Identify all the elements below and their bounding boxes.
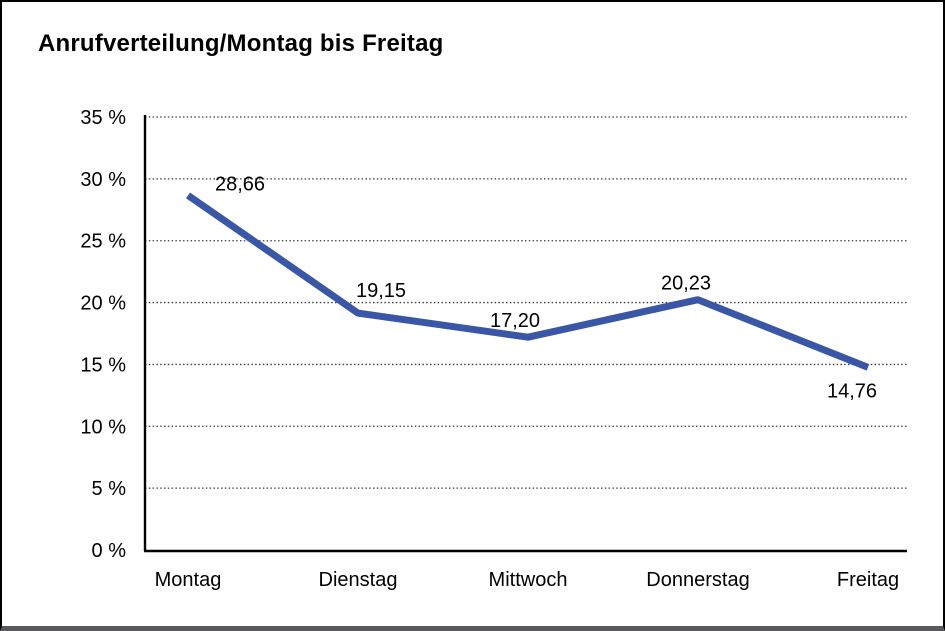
x-axis-label: Montag — [155, 569, 222, 591]
data-point-label: 14,76 — [827, 380, 877, 402]
y-tick-label: 10 % — [80, 416, 126, 438]
y-tick-label: 0 % — [92, 540, 127, 562]
x-axis-label: Mittwoch — [489, 569, 568, 591]
data-point-label: 20,23 — [661, 273, 711, 295]
y-tick-label: 30 % — [80, 169, 126, 191]
data-point-label: 17,20 — [490, 310, 540, 332]
y-tick-label: 25 % — [80, 231, 126, 253]
x-axis-label: Donnerstag — [646, 569, 749, 591]
data-line-series — [186, 192, 870, 371]
y-tick-label: 15 % — [80, 354, 126, 376]
y-tick-label: 35 % — [80, 107, 126, 129]
y-tick-label: 5 % — [92, 478, 127, 500]
x-axis-label: Freitag — [837, 569, 899, 591]
x-axis-label: Dienstag — [319, 569, 398, 591]
data-point-label: 19,15 — [356, 280, 406, 302]
data-point-label: 28,66 — [215, 173, 265, 195]
y-tick-label: 20 % — [80, 293, 126, 315]
chart-title: Anrufverteilung/Montag bis Freitag — [38, 30, 444, 57]
